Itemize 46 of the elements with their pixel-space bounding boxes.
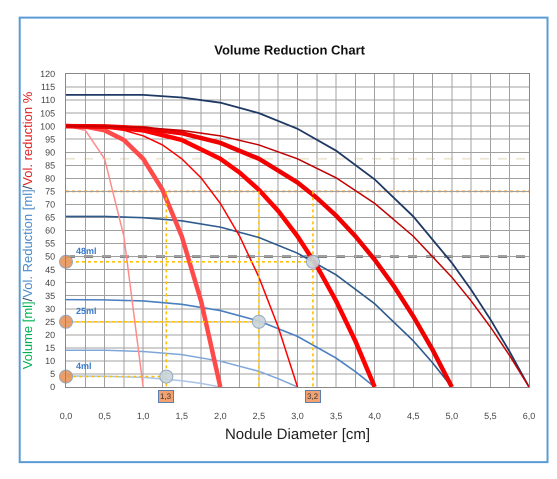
y-tick-label: 85 [45, 160, 56, 170]
y-tick-label: 45 [45, 264, 56, 275]
annotation: 4ml [76, 361, 92, 371]
y-tick-label: 115 [40, 82, 56, 92]
x-tick-label: 3,5 [330, 410, 342, 421]
y-tick-label: 5 [50, 369, 56, 380]
x-tick-label: 3,0 [291, 410, 304, 421]
chart-title: Volume Reduction Chart [214, 42, 366, 58]
y-tick-label: 0 [50, 382, 56, 392]
x-tick-label: 0,0 [60, 410, 72, 421]
y-tick-label: 40 [45, 278, 56, 288]
y-tick-label: 75 [45, 186, 56, 197]
y-tick-label: 55 [45, 238, 56, 249]
x-tick-label: 4,5 [406, 410, 420, 421]
y-tick-label: 35 [45, 290, 56, 301]
y-tick-label: 65 [45, 212, 56, 223]
annotation: 25ml [76, 306, 97, 316]
y-tick-label: 50 [45, 252, 56, 262]
y-tick-label: 105 [40, 108, 56, 118]
x-tick-label: 1,0 [136, 410, 150, 421]
x-tick-label: 2,0 [214, 410, 227, 421]
y-tick-label: 60 [45, 226, 56, 236]
y-tick-label: 110 [40, 95, 56, 106]
x-tick-label: 1,5 [175, 410, 188, 421]
y-tick-label: 70 [45, 200, 56, 210]
y-tick-label: 10 [45, 356, 56, 366]
annotation: 3,2 [307, 392, 319, 401]
x-tick-label: 6,0 [522, 410, 536, 421]
annotation: 48ml [76, 246, 97, 256]
y-tick-label: 25 [45, 316, 56, 327]
y-tick-label: 20 [45, 330, 56, 340]
x-tick-label: 4,0 [368, 410, 381, 421]
x-axis-title: Nodule Diameter [cm] [224, 426, 370, 443]
x-tick-label: 2,5 [252, 410, 266, 421]
y-tick-label: 80 [45, 173, 56, 184]
x-tick-label: 0,5 [98, 410, 111, 421]
x-tick-label: 5,0 [446, 410, 458, 421]
y-axis-title: Volume [ml]/Vol. Reduction [ml]/Vol. reduction % [20, 91, 36, 370]
y-tick-label: 90 [45, 147, 56, 158]
annotation: 1,3 [160, 392, 172, 401]
y-tick-label: 120 [40, 69, 56, 80]
x-tick-label: 5,5 [484, 410, 497, 421]
y-tick-label: 15 [45, 343, 56, 354]
y-tick-label: 30 [45, 304, 56, 314]
y-tick-label: 100 [40, 121, 56, 132]
y-tick-label: 95 [45, 134, 56, 144]
